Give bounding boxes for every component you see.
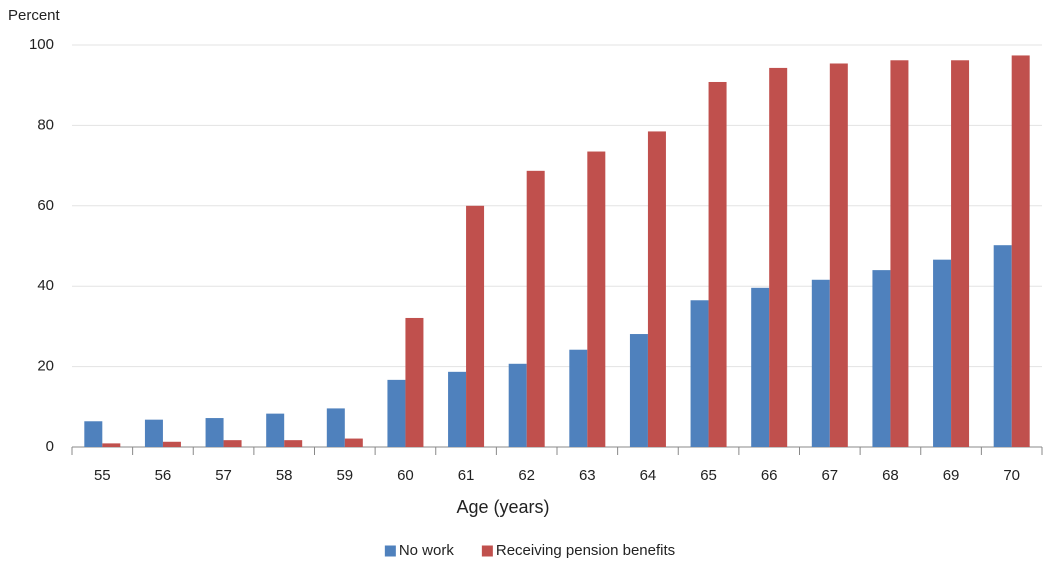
y-tick-label: 60 xyxy=(37,197,54,214)
bar xyxy=(344,438,363,447)
x-tick-label: 61 xyxy=(458,467,475,484)
x-tick-label: 59 xyxy=(336,467,353,484)
bar xyxy=(1011,55,1030,448)
y-tick-label: 20 xyxy=(37,358,54,375)
x-tick-label: 65 xyxy=(700,467,717,484)
y-tick-label: 100 xyxy=(29,36,54,53)
bar xyxy=(769,67,788,447)
bar xyxy=(933,259,952,447)
x-tick-label: 63 xyxy=(579,467,596,484)
bar xyxy=(205,418,224,447)
bar xyxy=(466,205,485,447)
bar xyxy=(448,371,467,447)
legend-swatch xyxy=(481,545,493,557)
legend-swatch xyxy=(384,545,396,557)
bar xyxy=(811,279,830,447)
x-tick-label: 58 xyxy=(276,467,293,484)
bar xyxy=(405,317,424,447)
y-tick-label: 0 xyxy=(46,438,54,455)
bar xyxy=(144,419,163,447)
bar xyxy=(508,363,527,447)
bar xyxy=(872,270,891,447)
bar xyxy=(587,151,606,447)
x-tick-label: 56 xyxy=(155,467,172,484)
bar xyxy=(326,408,345,447)
bar xyxy=(647,131,666,447)
bar xyxy=(690,300,709,447)
legend-label: No work xyxy=(399,542,455,559)
x-tick-label: 57 xyxy=(215,467,232,484)
bar xyxy=(569,349,588,447)
x-tick-label: 70 xyxy=(1003,467,1020,484)
bar xyxy=(223,440,242,447)
x-tick-label: 55 xyxy=(94,467,111,484)
x-tick-label: 66 xyxy=(761,467,778,484)
y-tick-label: 80 xyxy=(37,116,54,133)
bar xyxy=(102,443,121,447)
bar xyxy=(751,287,770,447)
bar xyxy=(266,413,285,447)
x-tick-label: 69 xyxy=(943,467,960,484)
bar xyxy=(708,81,727,447)
x-tick-label: 67 xyxy=(821,467,838,484)
bar xyxy=(387,379,406,447)
bar xyxy=(284,440,303,447)
x-tick-label: 62 xyxy=(518,467,535,484)
bar xyxy=(993,245,1012,447)
x-tick-label: 64 xyxy=(640,467,657,484)
legend-label: Receiving pension benefits xyxy=(496,542,675,559)
bar xyxy=(890,60,909,447)
bar xyxy=(951,60,970,447)
x-tick-label: 68 xyxy=(882,467,899,484)
y-tick-label: 40 xyxy=(37,277,54,294)
bar xyxy=(629,334,648,447)
x-axis-label: Age (years) xyxy=(456,497,549,517)
x-tick-label: 60 xyxy=(397,467,414,484)
bar xyxy=(84,421,103,447)
bar xyxy=(526,170,545,448)
bar xyxy=(162,441,181,447)
bar xyxy=(829,63,848,447)
y-axis-label: Percent xyxy=(8,7,61,24)
